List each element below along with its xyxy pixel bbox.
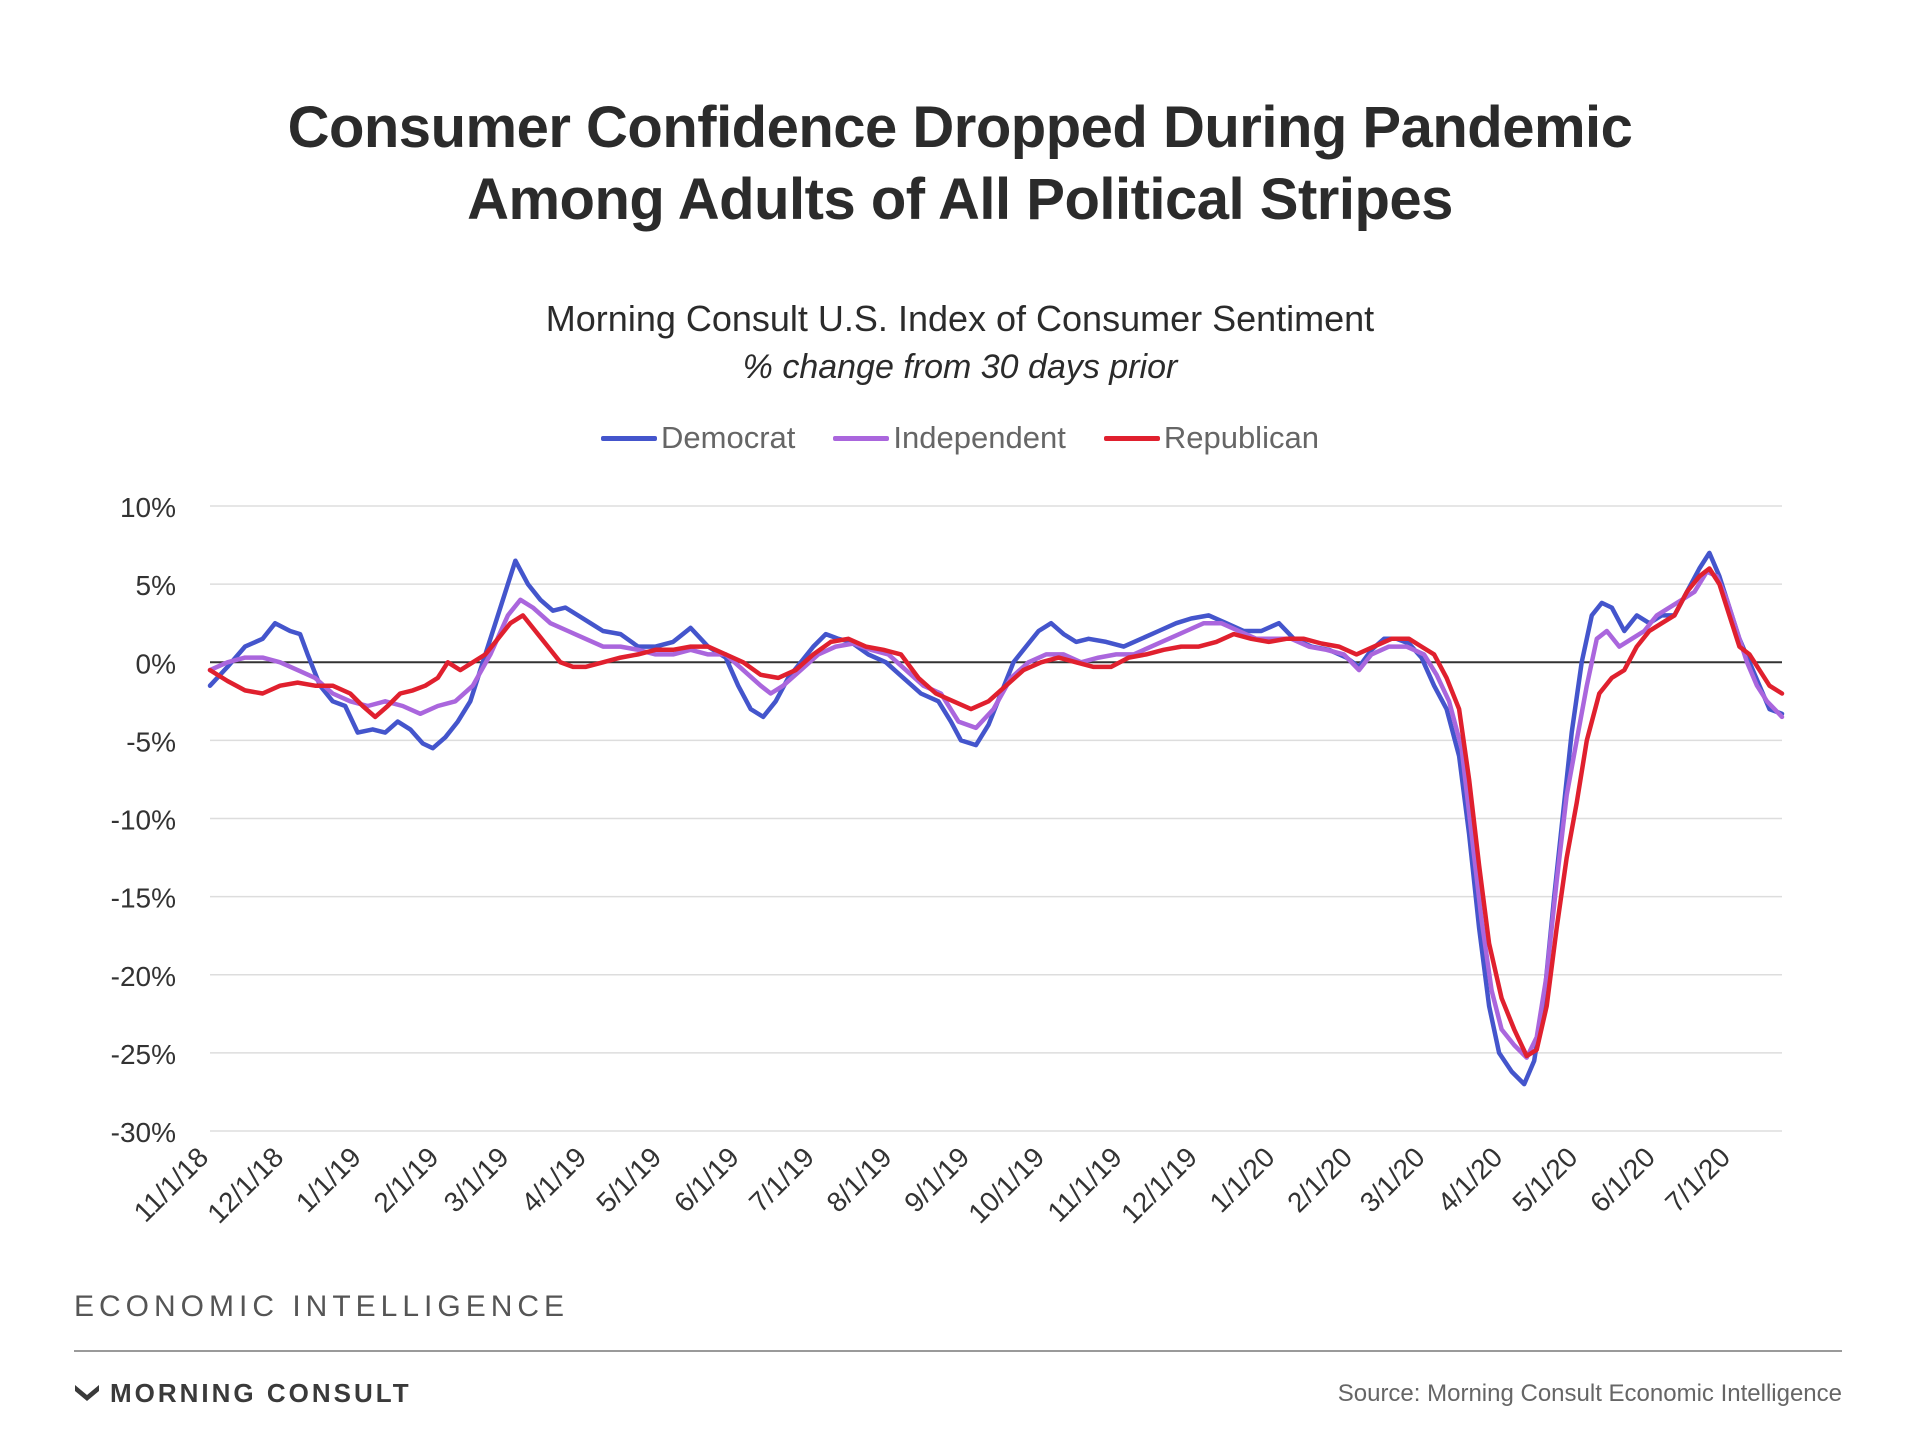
x-tick-label: 4/1/19 <box>515 1141 592 1218</box>
y-tick-label: -15% <box>111 883 176 914</box>
x-tick-label: 2/1/20 <box>1281 1141 1358 1218</box>
chart-title-line1: Consumer Confidence Dropped During Pande… <box>287 95 1633 160</box>
legend-item-republican: Republican <box>1103 420 1319 456</box>
footer-divider <box>74 1350 1842 1352</box>
legend-item-independent: Independent <box>833 420 1066 456</box>
line-chart: 10%5%0%-5%-10%-15%-20%-25%-30%11/1/1812/… <box>111 492 1785 1229</box>
x-tick-label: 10/1/19 <box>962 1141 1050 1229</box>
x-tick-label: 6/1/20 <box>1584 1141 1661 1218</box>
x-tick-label: 3/1/19 <box>438 1141 515 1218</box>
y-tick-label: -10% <box>111 805 176 836</box>
legend-label-independent: Independent <box>893 420 1066 455</box>
x-tick-label: 7/1/20 <box>1659 1141 1736 1218</box>
x-tick-label: 12/1/18 <box>201 1141 289 1229</box>
x-tick-label: 12/1/19 <box>1115 1141 1203 1229</box>
y-tick-label: 5% <box>136 570 176 601</box>
x-tick-label: 4/1/20 <box>1431 1141 1508 1218</box>
x-tick-label: 7/1/19 <box>743 1141 820 1218</box>
x-tick-label: 6/1/19 <box>668 1141 745 1218</box>
y-tick-label: -20% <box>111 961 176 992</box>
morning-consult-m-icon <box>75 1384 99 1401</box>
legend-swatch-republican <box>1103 435 1160 441</box>
legend-swatch-democrat <box>601 435 658 441</box>
x-tick-label: 5/1/19 <box>590 1141 667 1218</box>
y-tick-label: -5% <box>126 726 176 757</box>
y-tick-label: -25% <box>111 1039 176 1070</box>
x-tick-label: 8/1/19 <box>821 1141 898 1218</box>
chart-subtitle: Morning Consult U.S. Index of Consumer S… <box>545 298 1375 339</box>
x-tick-label: 3/1/20 <box>1354 1141 1431 1218</box>
legend-label-republican: Republican <box>1163 420 1319 455</box>
legend-label-democrat: Democrat <box>661 420 796 455</box>
x-tick-label: 11/1/19 <box>1041 1141 1128 1228</box>
footer-logo: MORNING CONSULT <box>74 1378 412 1409</box>
source-note: Source: Morning Consult Economic Intelli… <box>1337 1380 1842 1407</box>
legend: Democrat Independent Republican <box>0 420 1920 456</box>
series-line-republican <box>207 566 1785 1059</box>
y-tick-label: 10% <box>120 492 176 523</box>
y-tick-label: 0% <box>136 648 176 679</box>
series-line-independent <box>207 569 1785 1060</box>
x-tick-label: 11/1/18 <box>128 1141 215 1228</box>
y-tick-label: -30% <box>111 1117 176 1148</box>
chart-title: Consumer Confidence Dropped During Pande… <box>0 92 1920 236</box>
x-tick-label: 1/1/20 <box>1204 1141 1281 1218</box>
footer-logo-text: MORNING CONSULT <box>110 1378 412 1408</box>
chart-title-line2: Among Adults of All Political Stripes <box>467 167 1453 232</box>
legend-swatch-independent <box>833 435 890 441</box>
legend-item-democrat: Democrat <box>601 420 795 456</box>
brand-line: ECONOMIC INTELLIGENCE <box>74 1290 570 1323</box>
chart-subtitle-note: % change from 30 days prior <box>742 348 1178 386</box>
x-tick-label: 1/1/19 <box>290 1141 367 1218</box>
x-tick-label: 5/1/20 <box>1507 1141 1584 1218</box>
x-tick-label: 2/1/19 <box>368 1141 445 1218</box>
